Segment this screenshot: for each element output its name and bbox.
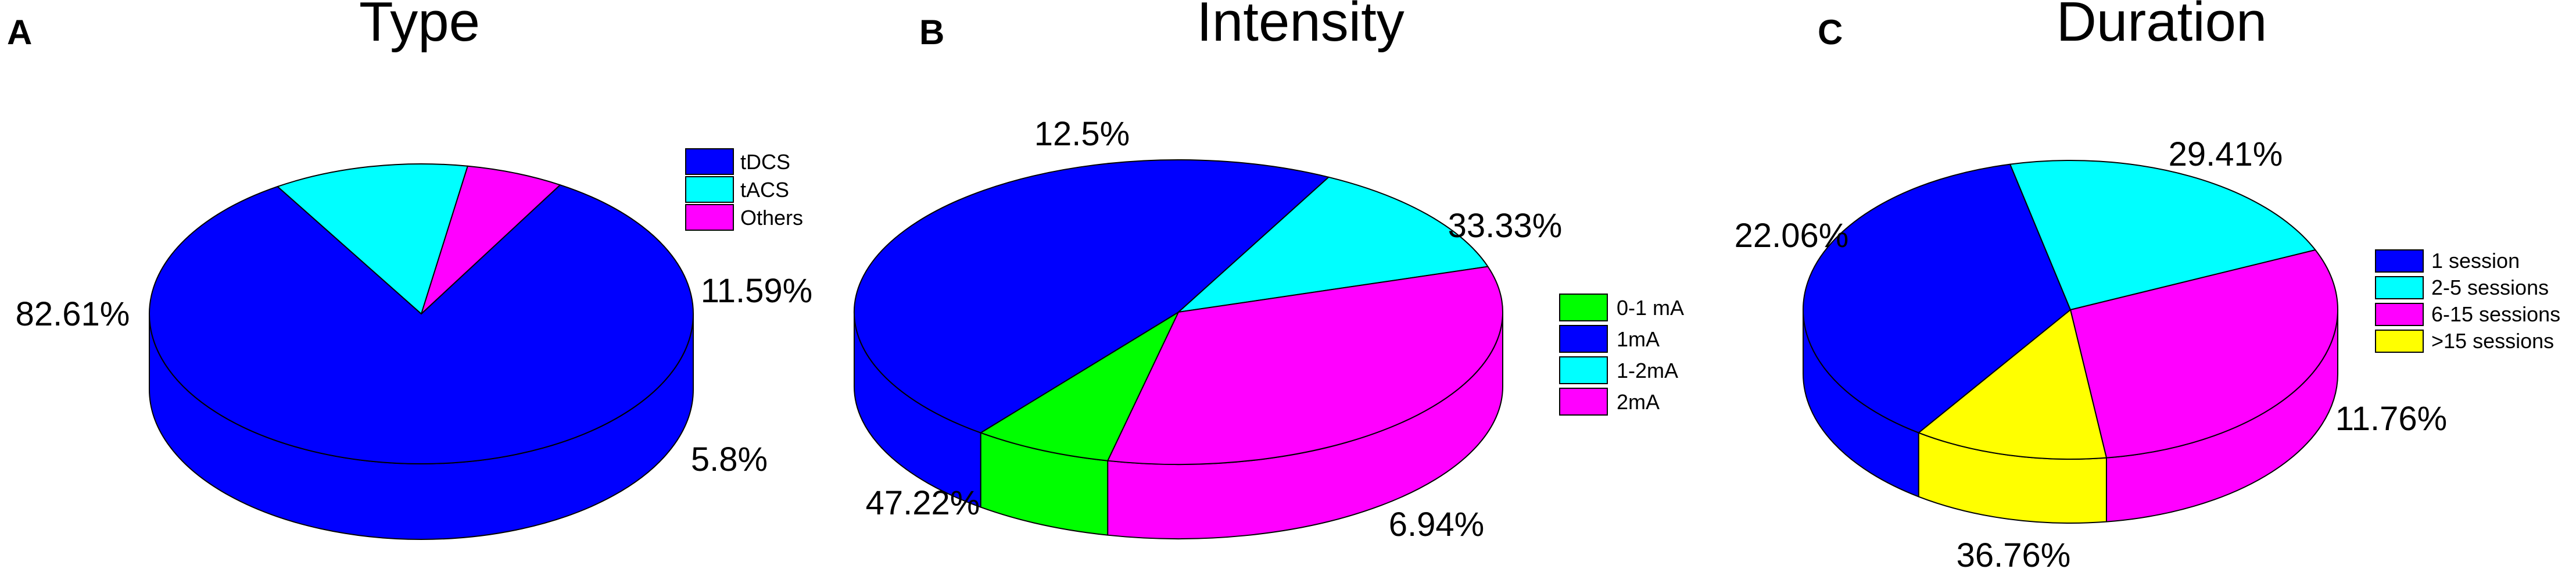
pie-b-side-walls <box>854 312 1503 539</box>
legend-label-over-15-sessions: >15 sessions <box>2431 329 2554 353</box>
legend-swatch-1-2ma <box>1559 356 1608 384</box>
panel-a-label-tdcs: 82.61% <box>16 295 130 333</box>
pie-c-slice-15-sessions <box>1918 309 2107 460</box>
legend-label-1ma: 1mA <box>1617 327 1660 351</box>
pie-a-top-face <box>149 163 694 464</box>
panel-a-letter: A <box>7 13 32 52</box>
legend-swatch-2ma <box>1559 388 1608 416</box>
panel-c-label-1-session: 36.76% <box>1957 536 2071 574</box>
legend-swatch-others <box>685 204 734 231</box>
legend-swatch-over-15-sessions <box>2375 330 2424 353</box>
panel-b-title: Intensity <box>1196 0 1405 53</box>
legend-label-2ma: 2mA <box>1617 390 1660 414</box>
panel-b: B Intensity 12.5% 33.33% 47.22% 6.94% 0-… <box>854 0 1684 543</box>
panel-a-legend: tDCS tACS Others <box>685 148 803 231</box>
panel-b-label-0-1ma: 6.94% <box>1389 506 1484 543</box>
legend-label-tdcs: tDCS <box>740 150 790 174</box>
legend-swatch-1-session <box>2375 249 2424 273</box>
panel-c-letter: C <box>1818 13 1843 52</box>
legend-swatch-tacs <box>685 176 734 203</box>
pie-b-slice-0-1-ma <box>980 312 1179 461</box>
panel-c-label-over-15: 11.76% <box>2335 400 2447 438</box>
panel-b-label-1ma: 47.22% <box>866 484 980 522</box>
panel-c: C Duration 29.41% 22.06% 11.76% 36.76% 1… <box>1735 0 2560 574</box>
legend-label-6-15-sessions: 6-15 sessions <box>2431 302 2560 326</box>
pie-a-slice-tdcs <box>149 184 694 464</box>
legend-label-1-session: 1 session <box>2431 249 2520 273</box>
panel-c-label-2-5: 22.06% <box>1735 217 1849 255</box>
legend-swatch-1ma <box>1559 325 1608 353</box>
legend-swatch-6-15-sessions <box>2375 303 2424 326</box>
pie-b-slice-1ma <box>854 159 1330 434</box>
legend-label-2-5-sessions: 2-5 sessions <box>2431 276 2549 299</box>
legend-swatch-tdcs <box>685 148 734 175</box>
pie-c-top-face <box>1803 160 2338 460</box>
legend-label-others: Others <box>740 206 803 230</box>
legend-label-1-2ma: 1-2mA <box>1617 359 1678 382</box>
pie-a-slice-others <box>421 165 561 314</box>
pie-b-top-face <box>854 159 1503 465</box>
legend-swatch-2-5-sessions <box>2375 276 2424 299</box>
panel-a-label-tacs: 11.59% <box>701 272 812 310</box>
panel-b-label-1-2ma: 12.5% <box>1034 115 1130 153</box>
pie-c <box>1803 160 2338 524</box>
panel-a-label-others: 5.8% <box>691 441 768 478</box>
pie-b-slice-1-2ma <box>1178 176 1489 313</box>
panel-a-title: Type <box>359 0 480 53</box>
panel-c-label-6-15: 29.41% <box>2169 135 2283 173</box>
panel-b-letter: B <box>919 13 944 52</box>
pie-b-slice-2ma <box>1107 266 1503 465</box>
pie-a <box>149 163 694 540</box>
panel-a: A Type 82.61% 11.59% 5.8% tDCS tACS Othe… <box>7 0 812 540</box>
pie-a-slice-tacs <box>277 163 468 314</box>
panel-c-legend: 1 session 2-5 sessions 6-15 sessions >15… <box>2375 249 2560 353</box>
panel-b-label-2ma: 33.33% <box>1448 207 1563 245</box>
legend-label-0-1ma: 0-1 mA <box>1617 296 1684 320</box>
pie-c-slice-6-15-sessions <box>2070 249 2338 459</box>
panel-c-title: Duration <box>2056 0 2267 53</box>
pie-c-slice-2-5-sessions <box>2009 160 2316 310</box>
legend-swatch-0-1ma <box>1559 294 1608 321</box>
panel-b-legend: 0-1 mA 1mA 1-2mA 2mA <box>1559 294 1684 416</box>
legend-label-tacs: tACS <box>740 178 789 202</box>
pie-b <box>854 159 1503 539</box>
pie-c-slice-1-session <box>1803 163 2071 434</box>
